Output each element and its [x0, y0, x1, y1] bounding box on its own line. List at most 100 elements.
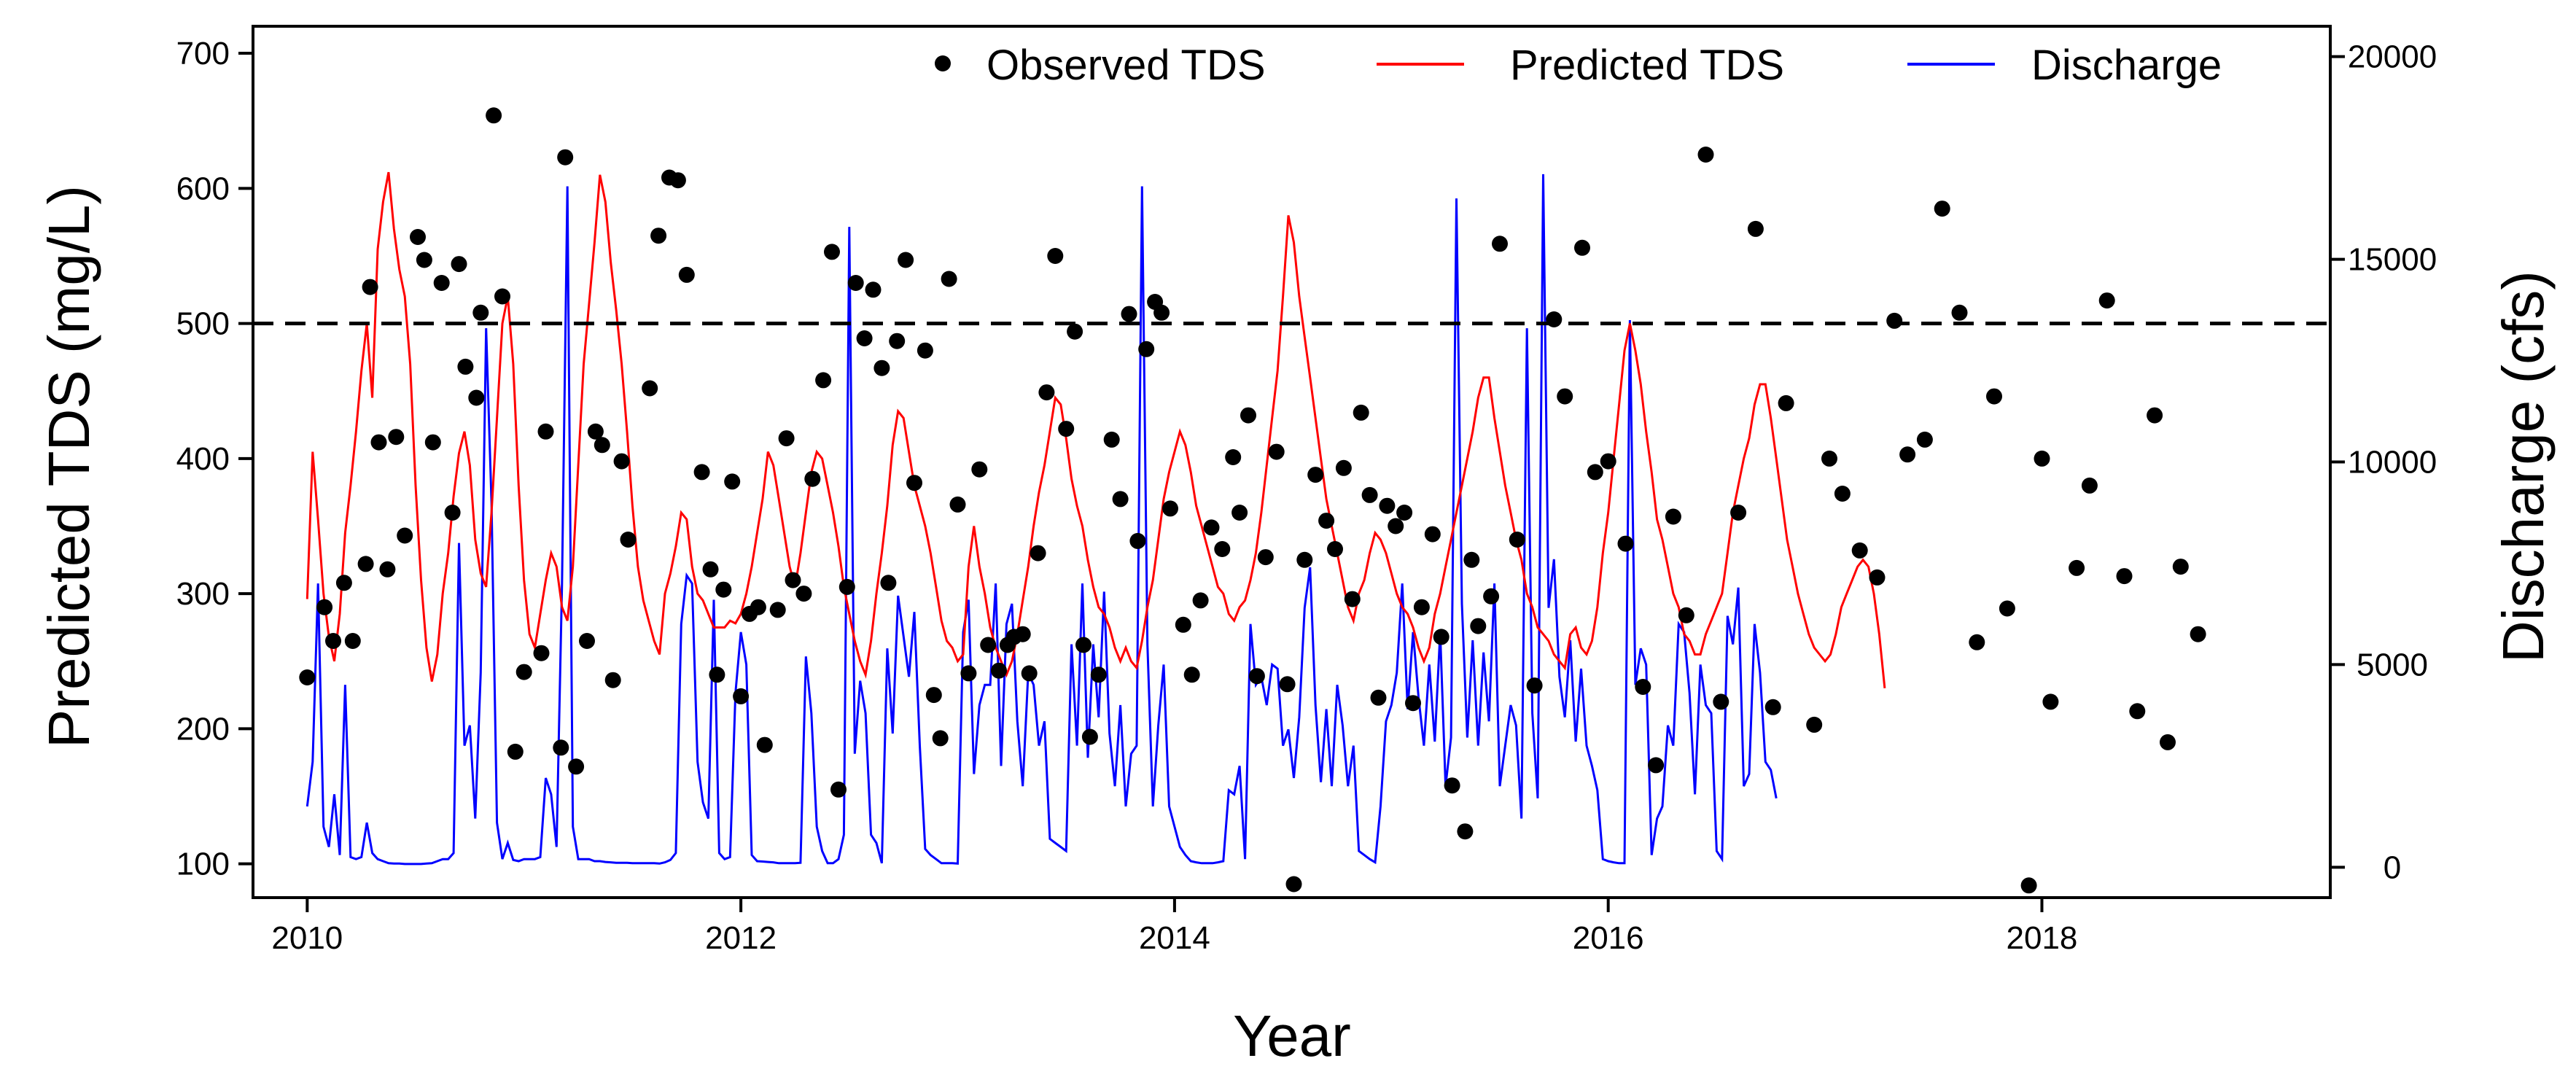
observed-tds-point: [325, 633, 341, 649]
observed-tds-point: [856, 330, 873, 346]
observed-tds-point: [1162, 500, 1178, 517]
observed-tds-point: [1886, 312, 1903, 329]
observed-tds-point: [1081, 728, 1098, 745]
observed-tds-point: [702, 561, 719, 578]
observed-tds-point: [344, 633, 361, 649]
legend-observed-marker: [935, 55, 951, 71]
observed-tds-point: [715, 581, 732, 598]
observed-tds-point: [1457, 823, 1474, 840]
observed-tds-point: [1665, 508, 1681, 525]
observed-tds-point: [1648, 757, 1665, 774]
x-tick-label: 2018: [2007, 920, 2078, 956]
observed-tds-point: [1257, 549, 1274, 566]
observed-tds-point: [1916, 431, 1933, 448]
observed-tds-point: [1697, 147, 1714, 163]
observed-tds-point: [971, 461, 988, 478]
observed-tds-point: [2034, 450, 2050, 467]
observed-tds-point: [1279, 676, 1296, 693]
observed-tds-point: [1413, 599, 1430, 615]
observed-tds-point: [693, 464, 710, 481]
y-tick-label: 100: [176, 847, 230, 882]
observed-tds-point: [468, 389, 485, 406]
observed-tds-point: [1138, 341, 1155, 357]
observed-tds-point: [1335, 459, 1352, 476]
observed-tds-point: [949, 496, 966, 513]
observed-tds-point: [1175, 616, 1191, 633]
observed-tds-point: [778, 430, 795, 447]
observed-tds-point: [815, 372, 832, 389]
observed-tds-point: [299, 669, 316, 685]
observed-tds-point: [1285, 876, 1302, 893]
observed-tds-point: [335, 575, 352, 591]
observed-tds-point: [1153, 304, 1170, 321]
observed-tds-point: [397, 527, 413, 544]
observed-tds-point: [1268, 443, 1285, 460]
observed-tds-point: [1379, 497, 1396, 514]
observed-tds-point: [756, 736, 773, 753]
observed-tds-point: [457, 358, 474, 375]
observed-tds-point: [1112, 491, 1129, 508]
legend: Observed TDS Predicted TDS Discharge: [935, 42, 2222, 89]
observed-tds-point: [795, 586, 812, 602]
observed-tds-point: [316, 599, 333, 615]
observed-tds-point: [2129, 703, 2146, 720]
observed-tds-point: [1203, 519, 1220, 536]
observed-tds-point: [1014, 626, 1031, 642]
observed-tds-point: [2160, 734, 2176, 750]
y2-tick-label: 15000: [2348, 242, 2437, 278]
observed-tds-point: [873, 359, 890, 376]
observed-tds-point: [847, 275, 864, 291]
observed-tds-point: [553, 739, 569, 756]
observed-tds-point: [1021, 665, 1038, 682]
x-tick-label: 2014: [1139, 920, 1210, 956]
observed-tds-point: [568, 758, 585, 775]
observed-tds-point: [604, 672, 621, 688]
observed-tds-point: [613, 453, 630, 470]
observed-tds-point: [1969, 634, 1985, 650]
observed-tds-point: [507, 743, 524, 760]
observed-tds-point: [1192, 592, 1209, 609]
observed-tds-point: [650, 228, 667, 244]
observed-tds-point: [1574, 239, 1590, 256]
observed-tds-point: [1433, 629, 1450, 645]
observed-tds-point: [709, 666, 725, 683]
y-axis-title: Predicted TDS (mg/L): [36, 185, 101, 748]
observed-tds-point: [1899, 446, 1916, 463]
observed-tds-point: [388, 429, 405, 446]
y2-tick-label: 20000: [2348, 39, 2437, 75]
y-tick-label: 600: [176, 171, 230, 206]
observed-tds-point: [2116, 568, 2133, 585]
observed-tds-point: [594, 437, 610, 454]
observed-tds-point: [1129, 532, 1146, 549]
observed-tds-point: [410, 229, 426, 245]
observed-tds-point: [2172, 559, 2189, 575]
observed-tds-point: [1240, 407, 1256, 424]
observed-tds-point: [1047, 248, 1064, 264]
observed-tds-point: [1405, 695, 1421, 712]
y-tick-label: 400: [176, 441, 230, 477]
observed-tds-point: [889, 333, 906, 349]
observed-tds-point: [472, 304, 489, 321]
observed-tds-point: [733, 688, 750, 704]
observed-tds-point: [2081, 477, 2098, 494]
x-axis-title: Year: [1233, 1003, 1351, 1068]
observed-tds-point: [1999, 600, 2015, 617]
observed-tds-point: [1678, 607, 1694, 623]
observed-tds-point: [1546, 311, 1563, 327]
observed-tds-point: [1038, 384, 1055, 401]
y-tick-label: 500: [176, 306, 230, 342]
legend-observed-label: Observed TDS: [987, 42, 1266, 89]
observed-tds-point: [424, 434, 441, 451]
observed-tds-point: [1370, 689, 1387, 706]
observed-tds-point: [785, 572, 801, 588]
observed-tds-point: [1296, 551, 1313, 568]
observed-tds-point: [1617, 535, 1634, 552]
observed-tds-point: [1509, 532, 1525, 548]
observed-tds-point: [1344, 591, 1361, 607]
y-axis-right: 0 5000 10000 15000 20000: [2330, 39, 2437, 885]
observed-tds-point: [724, 473, 741, 490]
observed-tds-point: [1121, 306, 1137, 322]
predicted-tds-series-line: [306, 171, 1886, 688]
observed-tds-point: [451, 256, 467, 273]
